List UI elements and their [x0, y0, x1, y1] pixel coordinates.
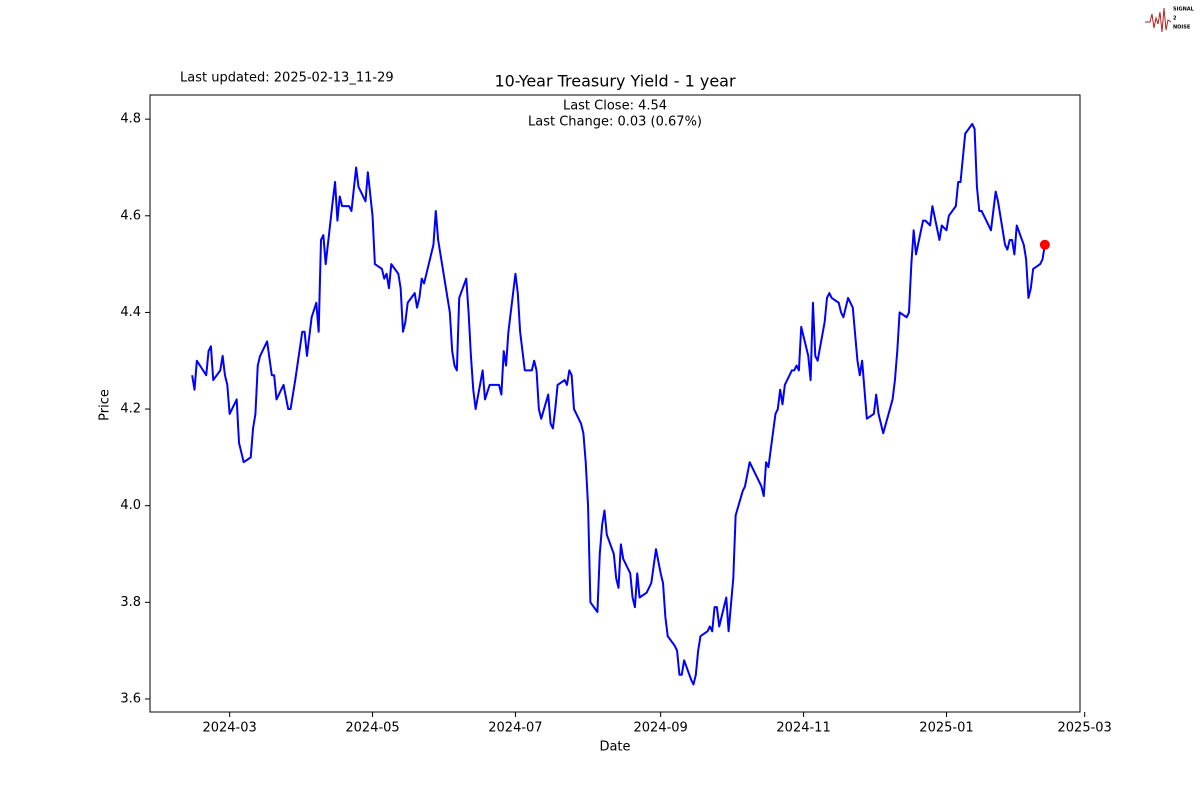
y-tick-label: 4.2: [120, 402, 141, 417]
annotation: Last Change: 0.03 (0.67%): [528, 115, 702, 130]
y-tick-label: 4.4: [120, 305, 141, 320]
x-tick-label: 2024-09: [634, 721, 688, 736]
x-tick-label: 2024-11: [776, 721, 830, 736]
x-tick-label: 2025-03: [1058, 721, 1112, 736]
annotation: Last Close: 4.54: [563, 99, 667, 114]
y-axis-label: Price: [98, 389, 113, 421]
y-tick-label: 3.8: [120, 595, 141, 610]
logo-text: SIGNAL: [1173, 7, 1195, 13]
y-tick-label: 3.6: [120, 691, 141, 706]
x-tick-label: 2024-05: [345, 721, 399, 736]
logo: SIGNAL 2 NOISE: [1145, 7, 1195, 33]
y-tick-label: 4.0: [120, 498, 141, 513]
logo-text: NOISE: [1173, 25, 1191, 31]
x-tick-label: 2025-01: [919, 721, 973, 736]
y-tick-label: 4.6: [120, 208, 141, 223]
chart-title: 10-Year Treasury Yield - 1 year: [494, 72, 736, 91]
logo-text: 2: [1173, 16, 1177, 22]
x-axis-label: Date: [599, 740, 630, 755]
last-updated: Last updated: 2025-02-13_11-29: [180, 71, 394, 86]
last-point: [1039, 239, 1050, 250]
x-tick-label: 2024-03: [202, 721, 256, 736]
logo-wave: [1145, 7, 1172, 33]
y-tick-label: 4.8: [120, 112, 141, 127]
price-line: [191, 122, 1046, 686]
x-tick-label: 2024-07: [488, 721, 542, 736]
plot-frame: [149, 94, 1081, 713]
